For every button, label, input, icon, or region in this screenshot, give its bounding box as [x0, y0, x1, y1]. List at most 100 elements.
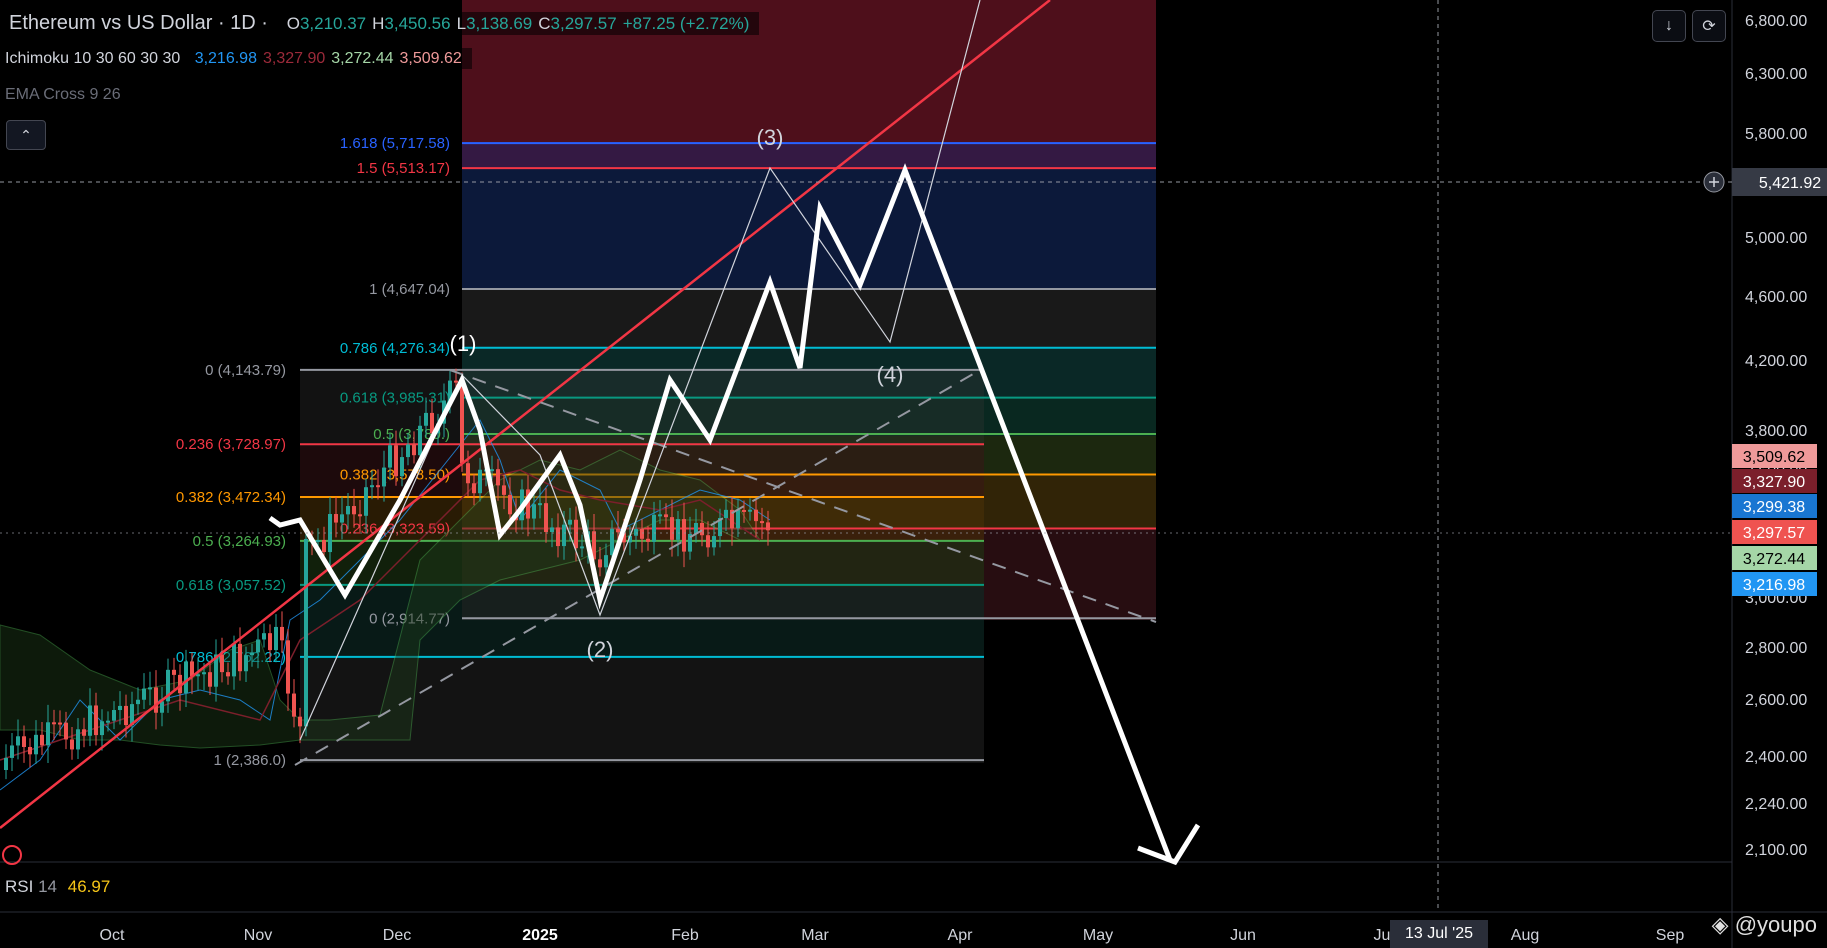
candle-body [352, 506, 356, 515]
ema-cross-legend[interactable]: EMA Cross 9 26 [5, 86, 127, 104]
candle-body [52, 722, 56, 725]
candle-body [226, 672, 230, 677]
candle-body [358, 514, 362, 517]
rising-trendline[interactable] [0, 0, 1051, 829]
dashed-support-line[interactable] [294, 369, 981, 766]
candle-body [550, 527, 554, 533]
candle-body [766, 522, 770, 531]
candle-body [262, 633, 266, 640]
candle-body [172, 669, 176, 675]
price-tick-1: 6,300.00 [1745, 66, 1807, 83]
candle-body [490, 469, 494, 472]
candle-body [76, 729, 80, 750]
candle-body [658, 514, 662, 517]
reset-chart-button[interactable]: ⟳ [1692, 10, 1726, 42]
ichimoku-value-3: 3,509.62 [399, 50, 462, 67]
ichimoku-value-2: 3,272.44 [331, 50, 394, 67]
candle-body [472, 483, 476, 494]
ichimoku-kijun [0, 469, 761, 761]
svg-text:5,421.92: 5,421.92 [1759, 175, 1821, 192]
fib-zone-15 [462, 169, 1156, 289]
collapse-legend-button[interactable]: ⌃ [6, 120, 46, 150]
candle-body [616, 528, 620, 533]
price-badge-5: 3,216.98 [1743, 577, 1805, 594]
candle-body [118, 705, 122, 711]
price-badge-bg-2 [1732, 494, 1817, 518]
candle-body [280, 626, 284, 641]
time-tick-8: Jun [1230, 927, 1256, 944]
candle-body [598, 559, 602, 568]
candle-body [628, 535, 632, 543]
candle-body [190, 661, 194, 677]
price-tick-14: 2,100.00 [1745, 842, 1807, 859]
rsi-legend[interactable]: RSI 14 46.97 [5, 877, 110, 897]
price-tick-11: 2,600.00 [1745, 692, 1807, 709]
time-axis[interactable]: Oct Nov Dec 2025 Feb Mar Apr May Jun Ju Aug Sep [100, 927, 1685, 944]
price-axis[interactable]: 6,800.006,300.005,800.005,400.005,000.00… [1745, 13, 1807, 859]
candle-body [124, 705, 128, 726]
candle-body [712, 536, 716, 548]
fib-retrace-label-6: 1 (2,386.0) [213, 752, 286, 769]
candle-body [334, 514, 338, 523]
fib-ext-label-3: 0.786 (4,276.34) [340, 340, 450, 357]
wave-label-4: (4) [877, 362, 904, 387]
candle-body [322, 539, 326, 553]
candle-body [22, 736, 26, 748]
candle-body [580, 546, 584, 549]
candles [4, 368, 770, 780]
time-tick-1: Nov [244, 927, 272, 944]
fib-retrace-label-4: 0.618 (3,057.52) [176, 577, 286, 594]
candle-body [346, 506, 350, 515]
candle-body [160, 701, 164, 713]
candle-body [394, 445, 398, 477]
candle-body [94, 705, 98, 736]
candle-body [208, 672, 212, 687]
ohlc-values: O3,210.37 H3,450.56 L3,138.69 C3,297.57 +87.… [282, 12, 760, 35]
arrow-down-icon: ↓ [1665, 17, 1673, 34]
price-badge-bg-1 [1732, 469, 1817, 493]
price-badge-1: 3,327.90 [1743, 474, 1805, 491]
candle-body [730, 509, 734, 529]
candle-body [100, 721, 104, 736]
dashed-resistance-line[interactable] [449, 369, 1157, 623]
candle-body [268, 633, 272, 651]
ohlc-value-l: 3,138.69 [466, 14, 533, 33]
price-tick-6: 4,200.00 [1745, 353, 1807, 370]
fib-ext-label-0: 1.618 (5,717.58) [340, 135, 450, 152]
candle-body [130, 704, 134, 726]
candle-body [604, 555, 608, 568]
candle-body [154, 687, 158, 713]
price-tick-5: 4,600.00 [1745, 289, 1807, 306]
candle-body [112, 710, 116, 721]
add-alert-icon[interactable] [1703, 171, 1725, 193]
time-tick-4: Feb [671, 927, 699, 944]
candle-body [664, 514, 668, 518]
candle-body [70, 739, 74, 750]
fib-ext-label-2: 1 (4,647.04) [369, 281, 450, 298]
price-tick-2: 5,800.00 [1745, 126, 1807, 143]
candle-body [760, 521, 764, 524]
price-badges: 3,509.62 3,327.90 3,299.38 3,297.57 3,272.44… [1732, 444, 1817, 596]
candle-body [220, 654, 224, 673]
crosshair-price-badge: 5,421.92 [1732, 168, 1827, 196]
flag-icon [2, 845, 22, 865]
candle-body [574, 519, 578, 549]
rsi-name: RSI [5, 877, 34, 896]
ohlc-key-h: H [372, 14, 385, 33]
candle-body [748, 509, 752, 512]
price-badge-bg-4 [1732, 546, 1817, 570]
fib-ext-label-4: 0.618 (3,985.31) [340, 390, 450, 407]
ichimoku-legend[interactable]: Ichimoku 10 30 60 30 30 3,216.98 3,327.90… [5, 48, 478, 69]
candle-body [136, 699, 140, 705]
symbol-title[interactable]: Ethereum vs US Dollar · 1D · [5, 10, 272, 36]
diamond-logo-icon: ◈ [1711, 912, 1729, 937]
time-tick-5: Mar [801, 927, 829, 944]
candle-body [736, 509, 740, 529]
candle-body [340, 514, 344, 523]
price-tick-0: 6,800.00 [1745, 13, 1807, 30]
projection-path[interactable] [268, 163, 1173, 861]
ohlc-value-o: 3,210.37 [299, 14, 367, 33]
candle-body [28, 747, 32, 755]
scroll-to-realtime-button[interactable]: ↓ [1652, 10, 1686, 42]
